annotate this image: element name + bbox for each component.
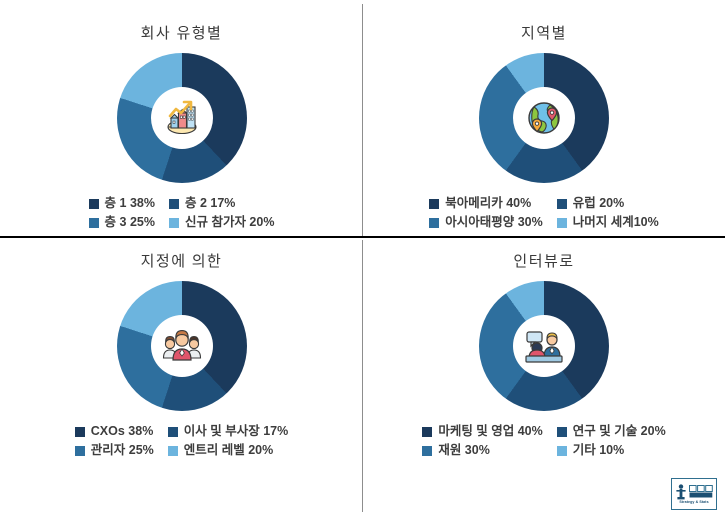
legend-label: 연구 및 기술 20% [572,424,666,438]
panel-interview: 인터뷰로 [363,236,725,516]
legend-label: 신규 참가자 20% [184,214,275,229]
donut-center [513,315,575,377]
legend-label: 유럽 20% [572,196,625,210]
legend-swatch [88,198,99,209]
legend-swatch [422,445,433,456]
divider-vertical-bottom [362,240,363,512]
legend-item[interactable]: 관리자 25% [74,442,154,458]
panel-region: 지역별 북아메리카 [363,0,725,236]
legend-item[interactable]: 북아메리카 40% [429,196,543,211]
strategy-and-stats-logo: Strategy & Stats [671,478,717,510]
legend-swatch [429,217,440,228]
donut-chart-interview [479,281,609,411]
legend-label: 재원 30% [438,442,490,457]
legend-swatch [556,198,567,209]
legend-item[interactable]: 마케팅 및 영업 40% [422,424,543,439]
legend-swatch [556,445,567,456]
legend-label: 아시아태평양 30% [445,214,543,229]
donut-chart-designation [116,281,247,411]
logo-mark [675,484,713,500]
globe-location-icon [522,96,566,140]
legend-item[interactable]: 아시아태평양 30% [429,214,543,230]
divider-horizontal [0,236,725,238]
legend-swatch [429,198,440,209]
legend-item[interactable]: 층 1 38% [88,196,155,211]
panel-company-type: 회사 유형별 [0,0,363,236]
divider-vertical-top [362,4,363,236]
legend-swatch [168,198,179,209]
legend-label: 나머지 세계10% [572,214,659,229]
legend-designation: CXOs 38% 이사 및 부사장 17% 관리자 25% 엔트리 레벨 20% [74,424,289,458]
legend-item[interactable]: 연구 및 기술 20% [556,424,666,439]
legend-label: CXOs 38% [90,424,154,438]
legend-company-type: 층 1 38% 층 2 17% 층 3 25% 신규 참가자 20% [88,196,275,230]
logo-figure-icon [676,484,686,500]
legend-label: 이사 및 부사장 17% [183,424,289,438]
legend-item[interactable]: 층 2 17% [168,196,274,211]
buildings-growth-icon [160,96,204,140]
donut-center [513,87,575,149]
legend-label: 층 3 25% [104,214,155,229]
legend-item[interactable]: 유럽 20% [556,196,659,211]
legend-swatch [167,426,178,437]
donut-center [150,87,213,149]
legend-label: 층 2 17% [184,196,236,210]
legend-label: 층 1 38% [104,196,155,210]
legend-item[interactable]: 엔트리 레벨 20% [167,442,288,458]
donut-chart-company-type [116,53,247,183]
logo-bars-icon [689,484,713,498]
legend-item[interactable]: 신규 참가자 20% [168,214,275,230]
legend-label: 기타 10% [572,442,625,457]
page-title: 지역별 [521,26,567,42]
legend-region: 북아메리카 40% 유럽 20% 아시아태평양 30% 나머지 세계10% [429,196,659,230]
page-title: 인터뷰로 [513,254,575,270]
legend-label: 관리자 25% [90,442,154,457]
page-title: 지정에 의한 [140,254,223,270]
legend-swatch [556,426,567,437]
legend-swatch [88,217,99,228]
page-title: 회사 유형별 [140,26,223,42]
legend-item[interactable]: 재원 30% [422,442,542,458]
donut-center [150,315,213,377]
legend-item[interactable]: CXOs 38% [74,424,154,439]
legend-item[interactable]: 나머지 세계10% [556,214,659,230]
legend-label: 마케팅 및 영업 40% [438,424,543,438]
legend-swatch [74,445,85,456]
legend-item[interactable]: 이사 및 부사장 17% [167,424,289,439]
legend-swatch [167,445,178,456]
donut-chart-region [479,53,609,183]
legend-item[interactable]: 기타 10% [556,442,666,458]
people-group-icon [160,324,204,368]
legend-label: 엔트리 레벨 20% [183,442,274,457]
logo-text: Strategy & Stats [679,499,709,504]
legend-interview: 마케팅 및 영업 40% 연구 및 기술 20% 재원 30% 기타 10% [422,424,666,458]
legend-swatch [74,426,85,437]
interview-icon [522,324,566,368]
panel-designation: 지정에 의한 [0,236,363,516]
legend-label: 북아메리카 40% [445,196,532,210]
legend-swatch [556,217,567,228]
legend-item[interactable]: 층 3 25% [88,214,155,230]
legend-swatch [168,217,179,228]
legend-swatch [422,426,433,437]
